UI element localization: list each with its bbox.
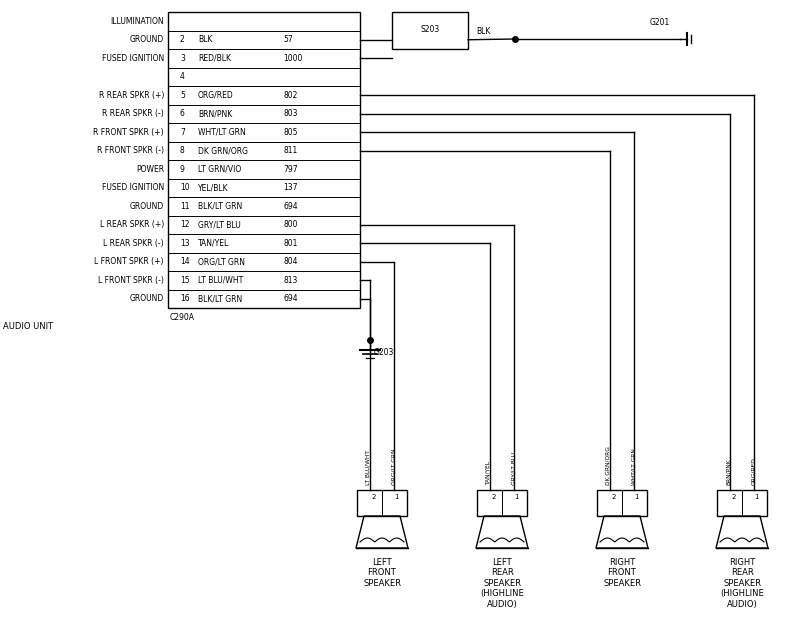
Text: 4: 4 [180,72,185,81]
Text: ORG/RED: ORG/RED [198,91,234,100]
Text: 805: 805 [283,128,297,137]
Text: BLK/LT GRN: BLK/LT GRN [198,202,242,211]
Text: L FRONT SPKR (-): L FRONT SPKR (-) [98,276,164,285]
Text: 694: 694 [283,202,297,211]
Text: ORG/LT GRN: ORG/LT GRN [198,257,245,266]
Text: G201: G201 [650,18,670,27]
Text: ORG/RED: ORG/RED [751,457,756,485]
Text: LEFT
REAR
SPEAKER
(HIGHLINE
AUDIO): LEFT REAR SPEAKER (HIGHLINE AUDIO) [480,558,524,609]
Text: 2: 2 [372,494,377,500]
Text: BLK: BLK [476,26,490,36]
Text: L REAR SPKR (-): L REAR SPKR (-) [104,239,164,248]
Text: GROUND: GROUND [130,294,164,303]
Text: 10: 10 [180,183,190,192]
Text: FUSED IGNITION: FUSED IGNITION [102,183,164,192]
Text: RED/BLK: RED/BLK [198,54,231,63]
Text: YEL/BLK: YEL/BLK [198,183,229,192]
Text: BLK: BLK [198,35,212,44]
Text: 811: 811 [283,146,297,155]
Text: 16: 16 [180,294,190,303]
Text: BLK/LT GRN: BLK/LT GRN [198,294,242,303]
Text: S203: S203 [420,25,440,35]
Text: TAN/YEL: TAN/YEL [198,239,229,248]
Text: 802: 802 [283,91,297,100]
Text: 694: 694 [283,294,297,303]
Text: LEFT
FRONT
SPEAKER: LEFT FRONT SPEAKER [363,558,401,588]
Text: LT GRN/VIO: LT GRN/VIO [198,165,241,174]
Text: DK GRN/ORG: DK GRN/ORG [198,146,248,155]
Text: 2: 2 [180,35,185,44]
Text: R REAR SPKR (-): R REAR SPKR (-) [102,109,164,118]
Text: L FRONT SPKR (+): L FRONT SPKR (+) [94,257,164,266]
Text: GRY/LT BLU: GRY/LT BLU [198,220,240,229]
Text: RIGHT
REAR
SPEAKER
(HIGHLINE
AUDIO): RIGHT REAR SPEAKER (HIGHLINE AUDIO) [720,558,764,609]
Text: 803: 803 [283,109,297,118]
Text: FUSED IGNITION: FUSED IGNITION [102,54,164,63]
Text: G203: G203 [374,348,395,357]
Text: 12: 12 [180,220,190,229]
Text: 797: 797 [283,165,297,174]
Text: 801: 801 [283,239,297,248]
Text: ILLUMINATION: ILLUMINATION [111,17,164,26]
Text: 804: 804 [283,257,297,266]
Text: 8: 8 [180,146,185,155]
Text: 6: 6 [180,109,185,118]
Text: 2: 2 [611,494,616,500]
Text: 2: 2 [492,494,496,500]
Text: 800: 800 [283,220,297,229]
Text: 2: 2 [732,494,736,500]
Text: WHT/LT GRN: WHT/LT GRN [631,448,637,485]
Text: 57: 57 [283,35,293,44]
Text: R REAR SPKR (+): R REAR SPKR (+) [99,91,164,100]
Text: 1: 1 [754,494,759,500]
Text: LT BLU/WHT: LT BLU/WHT [365,450,370,485]
Text: AUDIO UNIT: AUDIO UNIT [3,322,53,331]
Text: R FRONT SPKR (-): R FRONT SPKR (-) [97,146,164,155]
Text: BRN/PNK: BRN/PNK [725,459,731,485]
Text: BRN/PNK: BRN/PNK [198,109,233,118]
Text: 11: 11 [180,202,190,211]
Text: 137: 137 [283,183,297,192]
Text: ORG/LT GRN: ORG/LT GRN [392,449,396,485]
Text: 813: 813 [283,276,297,285]
Text: POWER: POWER [136,165,164,174]
Text: 13: 13 [180,239,190,248]
Text: 15: 15 [180,276,190,285]
Text: DK GRN/ORG: DK GRN/ORG [605,446,611,485]
Text: 1: 1 [513,494,518,500]
Text: 3: 3 [180,54,185,63]
Text: 5: 5 [180,91,185,100]
Text: 7: 7 [180,128,185,137]
Text: 9: 9 [180,165,185,174]
Text: 14: 14 [180,257,190,266]
Text: WHT/LT GRN: WHT/LT GRN [198,128,246,137]
Text: RIGHT
FRONT
SPEAKER: RIGHT FRONT SPEAKER [603,558,641,588]
Text: L REAR SPKR (+): L REAR SPKR (+) [100,220,164,229]
Text: 1: 1 [634,494,638,500]
Text: GROUND: GROUND [130,202,164,211]
Text: 1000: 1000 [283,54,302,63]
Text: TAN/YEL: TAN/YEL [486,461,490,485]
Text: LT BLU/WHT: LT BLU/WHT [198,276,244,285]
Text: C290A: C290A [170,313,195,322]
Text: GRY/LT BLU: GRY/LT BLU [512,452,517,485]
Text: 1: 1 [394,494,398,500]
Text: R FRONT SPKR (+): R FRONT SPKR (+) [93,128,164,137]
Text: GROUND: GROUND [130,35,164,44]
